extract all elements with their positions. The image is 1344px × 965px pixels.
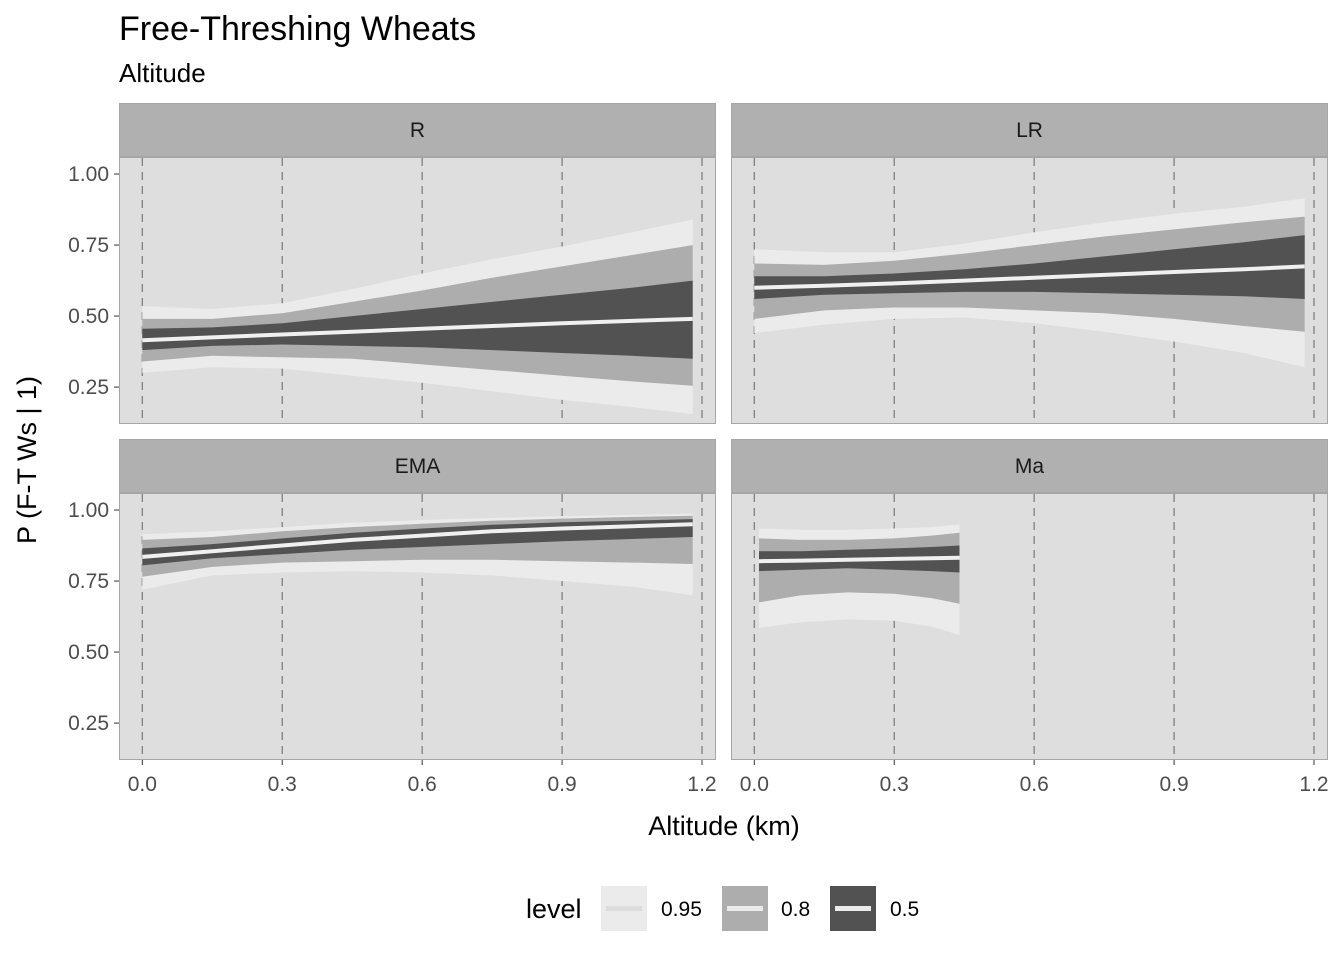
panel-r: R 0.25 0.50 0.75 1.00: [68, 103, 716, 424]
x-axis-title: Altitude (km): [648, 811, 800, 841]
legend-label-0-8: 0.8: [781, 898, 810, 921]
legend-title: level: [526, 894, 582, 924]
x-tick-label-0-0-ema: 0.0: [128, 773, 157, 796]
y-axis-title: P (F-T Ws | 1): [12, 376, 42, 544]
median-line-ema: [142, 522, 693, 559]
y-tick-label-0-75-ema: 0.75: [68, 570, 109, 593]
legend-label-0-5: 0.5: [890, 898, 919, 921]
strip-lr: [731, 103, 1328, 157]
strip-ma: [731, 439, 1328, 493]
x-tick-label-0-9-ema: 0.9: [547, 773, 576, 796]
strip-label-lr: LR: [1016, 119, 1043, 142]
chart-subtitle: Altitude: [119, 58, 206, 88]
x-tick-label-0-0-ma: 0.0: [740, 773, 769, 796]
band-50-r: [142, 280, 693, 359]
chart-title: Free-Threshing Wheats: [119, 10, 476, 48]
strip-label-ma: Ma: [1015, 455, 1044, 478]
legend-label-0-95: 0.95: [661, 898, 702, 921]
x-tick-label-1-2-ema: 1.2: [687, 773, 716, 796]
x-tick-label-0-6-ema: 0.6: [408, 773, 437, 796]
median-line-ma: [758, 555, 960, 564]
y-tick-label-0-75-r: 0.75: [68, 234, 109, 257]
facet-panels: R 0.25 0.50 0.75 1.00 LR EMA 0.25 0.50 0.75 1.00 0.…: [68, 103, 1329, 796]
x-tick-label-1-2-ma: 1.2: [1299, 773, 1328, 796]
median-line-lr: [754, 264, 1305, 290]
x-tick-label-0-6-ma: 0.6: [1020, 773, 1049, 796]
panel-lr: LR: [731, 103, 1328, 424]
y-tick-label-0-25-ema: 0.25: [68, 712, 109, 735]
x-tick-label-0-3-ema: 0.3: [268, 773, 297, 796]
legend: level 0.95 0.8 0.5: [526, 886, 919, 931]
panel-ma: Ma 0.0 0.3 0.6 0.9 1.2: [731, 439, 1329, 796]
y-tick-label-0-50-ema: 0.50: [68, 641, 109, 664]
y-tick-label-1-00-r: 1.00: [68, 163, 109, 186]
y-tick-label-0-50-r: 0.50: [68, 305, 109, 328]
x-tick-label-0-9-ma: 0.9: [1159, 773, 1188, 796]
y-tick-label-1-00-ema: 1.00: [68, 499, 109, 522]
strip-ema: [119, 439, 716, 493]
strip-label-ema: EMA: [395, 455, 441, 478]
strip-label-r: R: [410, 119, 425, 142]
panel-ema: EMA 0.25 0.50 0.75 1.00 0.0 0.3 0.6 0.9 1.2: [68, 439, 717, 796]
x-tick-label-0-3-ma: 0.3: [880, 773, 909, 796]
strip-r: [119, 103, 716, 157]
y-tick-label-0-25-r: 0.25: [68, 376, 109, 399]
median-line-r: [142, 316, 693, 343]
